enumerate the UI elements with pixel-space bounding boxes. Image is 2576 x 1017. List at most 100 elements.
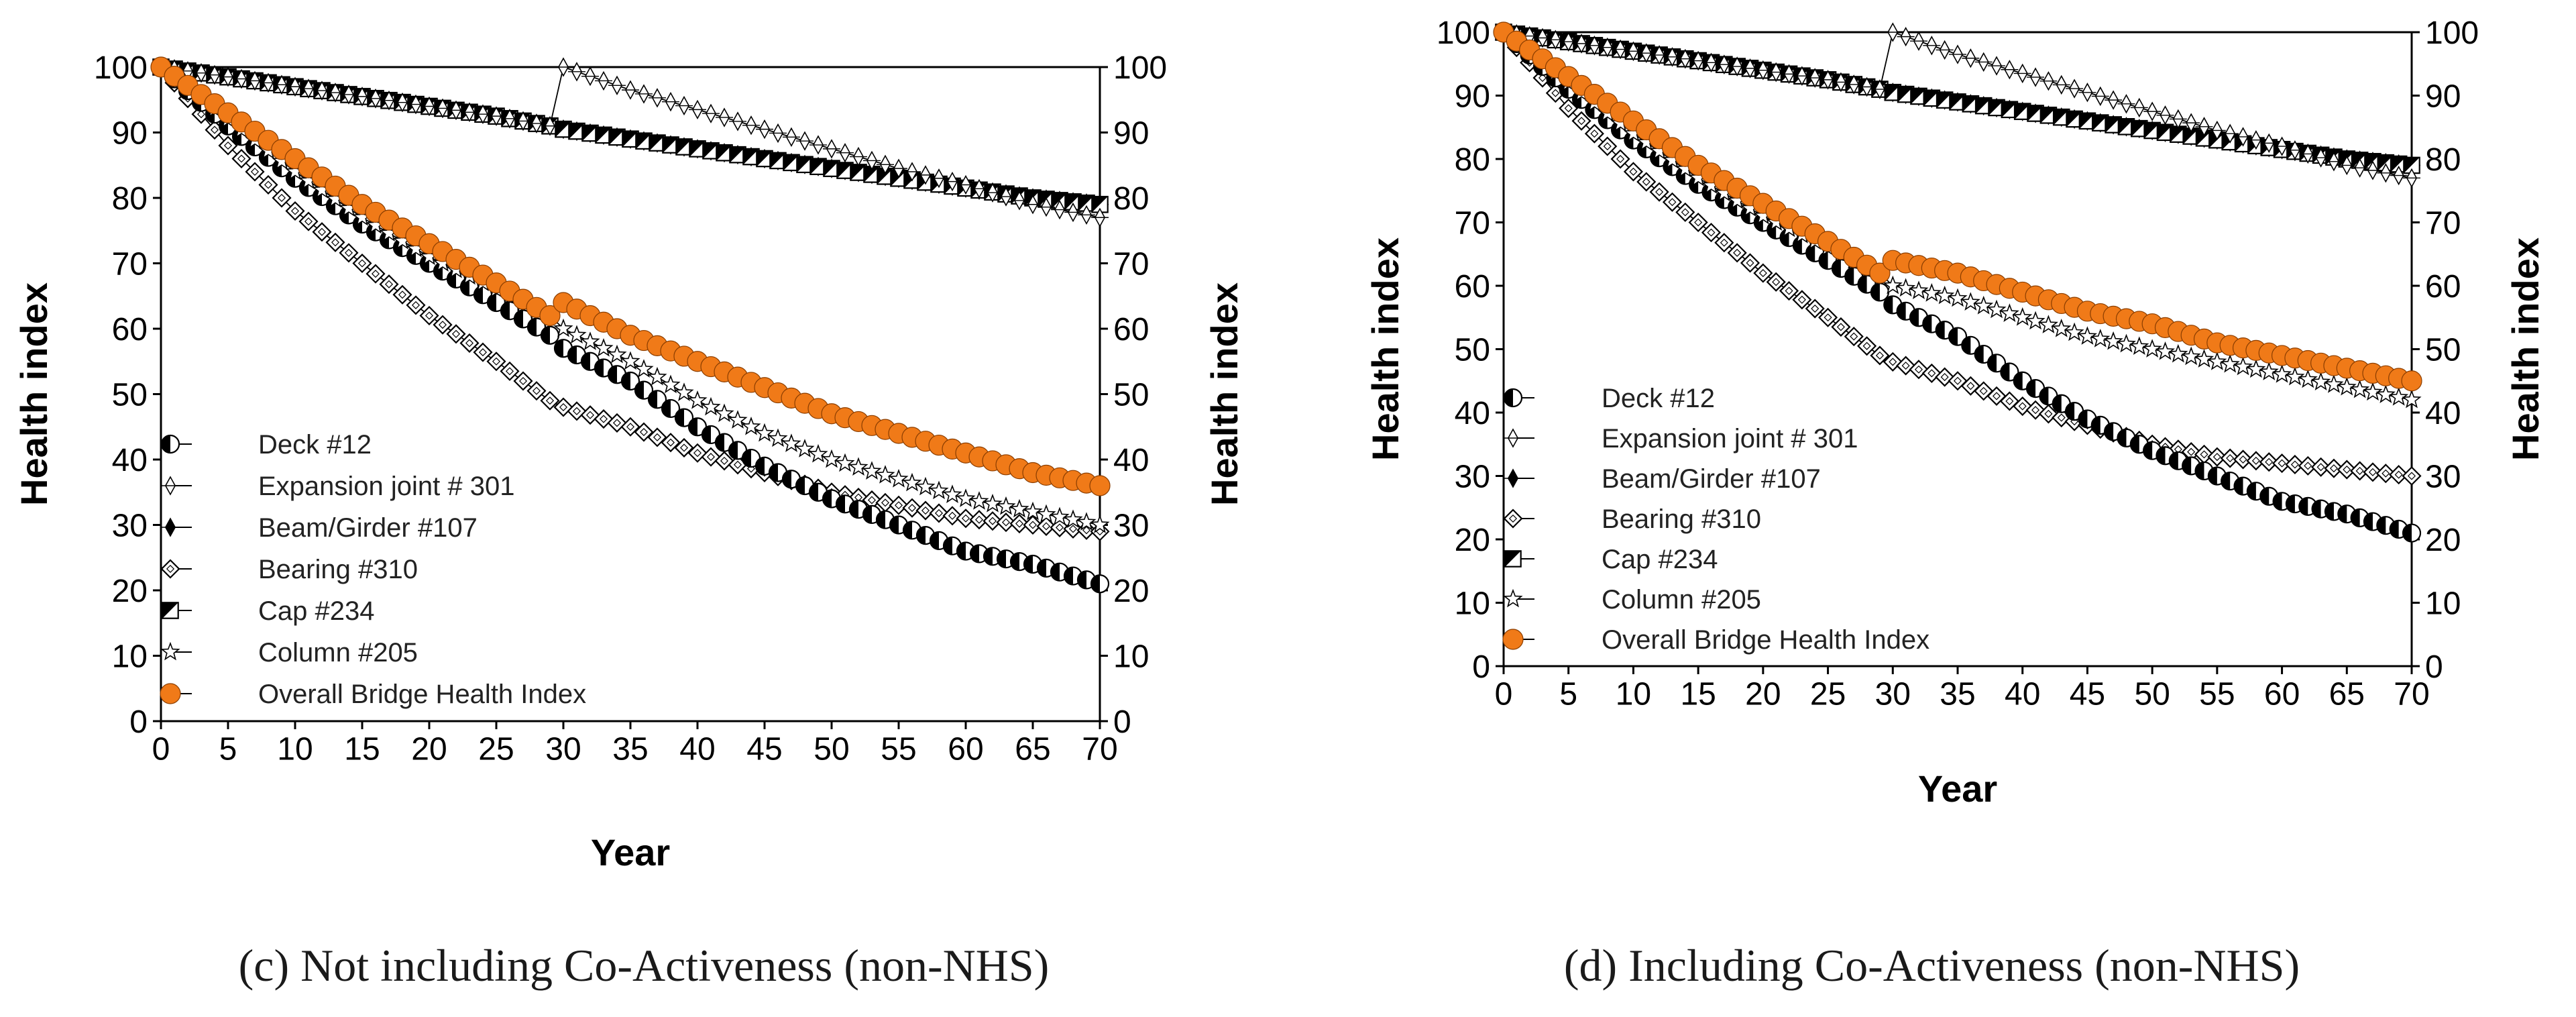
marker-expansion-joint-301-d — [2390, 165, 2408, 186]
marker-expansion-joint-301-d — [2299, 144, 2317, 164]
marker-expansion-joint-301-d — [1612, 39, 1630, 60]
marker-expansion-joint-301-c — [930, 168, 948, 189]
x-tick-label-d: 45 — [2070, 677, 2105, 712]
legend-marker-column-205-d — [1503, 588, 1523, 608]
y-tick-label-c: 10 — [112, 639, 148, 674]
legend-label-deck-12-d: Deck #12 — [1602, 384, 1715, 413]
marker-expansion-joint-301-d — [1936, 40, 1954, 60]
marker-expansion-joint-301-d — [1624, 41, 1642, 62]
y-tick-label-d: 20 — [1455, 523, 1490, 558]
y2-tick-label-d: 20 — [2425, 523, 2461, 558]
marker-cap-234-c — [622, 130, 639, 148]
x-tick-label-d: 5 — [1559, 677, 1577, 712]
marker-column-205-d — [1948, 288, 1968, 307]
marker-bearing-310-c — [500, 361, 520, 381]
marker-deck-12-c — [687, 417, 708, 437]
legend-marker-beam-girder-107-d — [1504, 468, 1522, 488]
marker-expansion-joint-301-c — [716, 107, 733, 127]
marker-column-205-d — [2285, 366, 2305, 386]
marker-cap-234-c — [1091, 195, 1109, 213]
x-tick-label-d: 70 — [2394, 677, 2429, 712]
marker-column-205-c — [848, 457, 869, 476]
y-axis-title-c: Health index — [13, 282, 55, 506]
marker-expansion-joint-301-c — [581, 66, 599, 87]
marker-cap-234-d — [1936, 91, 1954, 109]
y2-tick-label-c: 90 — [1113, 115, 1149, 151]
marker-expansion-joint-301-c — [796, 131, 814, 151]
chart-panel-d: 0 10 20 30 40 50 60 70 80 90 100 0 10 20 30 40 50 60 70 80 9… — [1288, 0, 2576, 1017]
marker-expansion-joint-301-d — [2403, 168, 2420, 189]
marker-bearing-310-c — [419, 305, 439, 326]
marker-column-205-c — [607, 344, 627, 364]
marker-expansion-joint-301-c — [313, 81, 331, 101]
marker-expansion-joint-301-d — [1534, 28, 1552, 48]
marker-expansion-joint-301-d — [1988, 56, 2006, 76]
marker-deck-12-d — [1974, 344, 1993, 364]
legend-marker-overall-bridge-health-index-c — [160, 683, 181, 704]
marker-column-205-d — [2375, 384, 2396, 403]
y2-tick-label-c: 50 — [1113, 377, 1149, 413]
marker-cap-234-c — [729, 146, 746, 164]
marker-bearing-310-c — [983, 511, 1003, 531]
marker-bearing-310-d — [1571, 111, 1591, 131]
marker-bearing-310-d — [1896, 356, 1916, 376]
marker-expansion-joint-301-d — [2221, 123, 2239, 144]
marker-cap-234-d — [2013, 103, 2031, 120]
y2-tick-label-c: 10 — [1113, 639, 1149, 674]
marker-expansion-joint-301-c — [689, 99, 706, 120]
marker-expansion-joint-301-c — [917, 165, 934, 185]
marker-deck-12-d — [2000, 362, 2019, 382]
marker-bearing-310-d — [2259, 452, 2279, 472]
marker-expansion-joint-301-c — [877, 154, 894, 174]
marker-column-205-d — [2402, 389, 2422, 409]
marker-expansion-joint-301-c — [595, 70, 612, 91]
marker-expansion-joint-301-d — [2208, 120, 2226, 141]
marker-bearing-310-d — [1623, 162, 1643, 182]
legend-label-cap-234-d: Cap #234 — [1602, 545, 1718, 574]
marker-expansion-joint-301-d — [2169, 109, 2187, 129]
legend-marker-cap-234-d — [1504, 550, 1522, 568]
marker-expansion-joint-301-d — [2130, 97, 2148, 118]
marker-expansion-joint-301-d — [2052, 74, 2070, 95]
marker-column-205-c — [862, 461, 882, 480]
marker-column-205-c — [754, 423, 775, 442]
marker-column-205-c — [808, 443, 828, 463]
marker-bearing-310-c — [902, 498, 922, 518]
marker-expansion-joint-301-d — [1728, 56, 1746, 76]
legend-marker-beam-girder-107-c — [162, 517, 179, 537]
marker-column-205-d — [1896, 278, 1916, 297]
marker-column-205-c — [835, 453, 855, 472]
marker-bearing-310-d — [1636, 172, 1657, 192]
marker-expansion-joint-301-d — [2027, 67, 2045, 87]
y-tick-label-d: 70 — [1455, 205, 1490, 241]
marker-column-205-c — [795, 439, 815, 458]
y-tick-label-d: 10 — [1455, 586, 1490, 621]
marker-column-205-d — [2052, 319, 2072, 337]
y2-tick-label-d: 90 — [2425, 78, 2461, 114]
marker-deck-12-d — [1961, 335, 1980, 355]
x-tick-label-c: 50 — [814, 732, 849, 767]
marker-expansion-joint-301-c — [461, 102, 478, 122]
marker-expansion-joint-301-d — [1650, 45, 1669, 65]
y-tick-label-c: 80 — [112, 181, 148, 217]
marker-expansion-joint-301-d — [1909, 31, 1927, 51]
marker-column-205-d — [2168, 343, 2188, 363]
x-tick-label-d: 0 — [1495, 677, 1513, 712]
marker-overall-bridge-health-index-c — [539, 305, 561, 327]
marker-expansion-joint-301-d — [2286, 140, 2304, 160]
legend-marker-overall-bridge-health-index-d — [1502, 629, 1524, 650]
marker-column-205-d — [2272, 364, 2292, 383]
marker-column-205-c — [915, 476, 936, 496]
marker-bearing-310-c — [956, 508, 976, 529]
x-tick-label-d: 40 — [2005, 677, 2040, 712]
marker-overall-bridge-health-index-d — [2401, 370, 2422, 392]
marker-cap-234-c — [809, 158, 827, 175]
legend-marker-expansion-joint-301-c — [162, 476, 179, 496]
legend-label-expansion-joint-301-d: Expansion joint # 301 — [1602, 424, 1858, 453]
x-tick-label-c: 20 — [411, 732, 447, 767]
marker-column-205-c — [781, 433, 801, 452]
marker-bearing-310-d — [2207, 447, 2227, 467]
legend-label-column-205-c: Column #205 — [258, 638, 418, 667]
marker-bearing-310-c — [540, 390, 560, 411]
legend-label-overall-bridge-health-index-d: Overall Bridge Health Index — [1602, 625, 1929, 655]
